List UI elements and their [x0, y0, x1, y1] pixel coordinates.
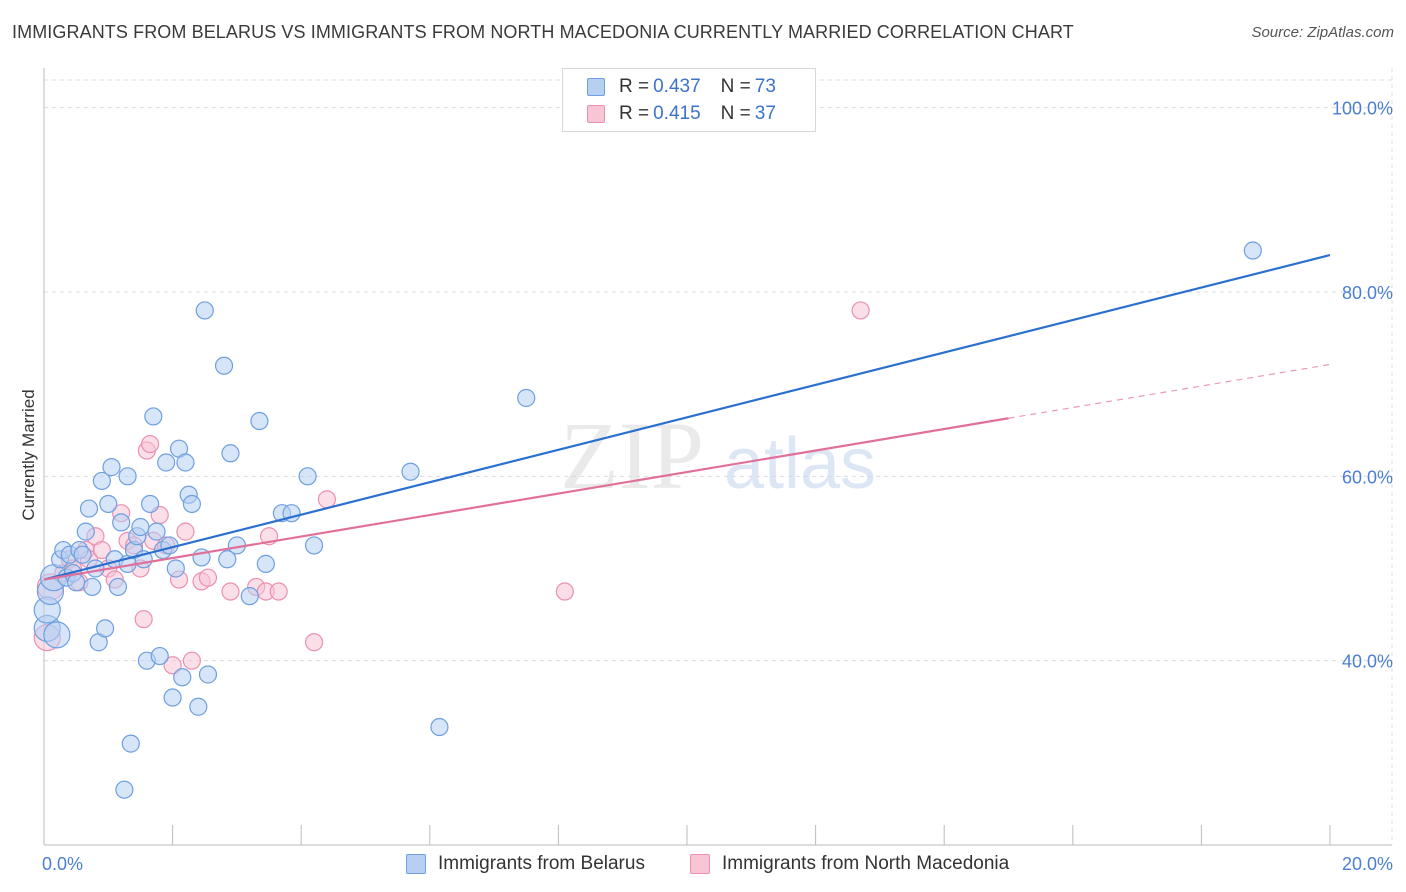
chart-title: IMMIGRANTS FROM BELARUS VS IMMIGRANTS FR… — [12, 22, 1074, 42]
belarus-point — [214, 356, 234, 375]
belarus-point — [298, 467, 317, 486]
legend-swatch-belarus — [587, 78, 605, 96]
legend-n-value: 73 — [754, 76, 776, 97]
watermark-atlas: atlas — [724, 424, 876, 504]
source-label: Source: ZipAtlas.com — [1251, 24, 1394, 41]
belarus-point — [256, 554, 275, 573]
belarus-point — [95, 619, 115, 638]
macedonia-trend-line — [43, 417, 1009, 581]
belarus-point — [157, 453, 176, 472]
belarus-point — [83, 577, 102, 597]
belarus-point — [166, 559, 185, 578]
belarus-point — [221, 444, 240, 463]
belarus-point — [517, 388, 536, 408]
y-tick-label: 80.0% — [1342, 283, 1393, 303]
legend-row-belarus: R = 0.437 N = 73 — [587, 74, 796, 100]
legend: R = 0.437 N = 73 R = 0.415 N = 37 — [562, 68, 816, 132]
macedonia-point — [555, 582, 574, 601]
y-tick-label: 100.0% — [1332, 99, 1393, 119]
belarus-point — [92, 471, 111, 491]
trend-lines — [43, 254, 1331, 581]
belarus-point — [102, 458, 121, 477]
belarus-point — [76, 522, 95, 541]
legend-r-value: 0.437 — [653, 76, 701, 97]
legend-n-value: 37 — [754, 103, 776, 124]
belarus-point — [176, 453, 195, 472]
belarus-point — [79, 499, 99, 518]
belarus-point — [108, 577, 128, 597]
macedonia-point — [198, 568, 218, 587]
belarus-point — [401, 462, 420, 481]
belarus-point — [73, 545, 92, 564]
belarus-point — [150, 646, 169, 666]
legend-swatch-macedonia — [587, 105, 605, 123]
belarus-point — [140, 494, 160, 514]
macedonia-point — [269, 582, 288, 601]
macedonia-point — [851, 301, 870, 320]
y-tick-label: 40.0% — [1342, 652, 1393, 672]
belarus-point — [147, 522, 166, 541]
belarus-point — [195, 301, 214, 320]
belarus-point — [240, 587, 259, 606]
belarus-point — [67, 573, 86, 592]
belarus-point — [131, 517, 150, 537]
belarus-point — [43, 621, 71, 649]
grid-lines — [44, 68, 1393, 845]
belarus-point — [99, 494, 118, 514]
y-axis-label: Currently Married — [19, 389, 38, 520]
belarus-point — [173, 668, 192, 687]
bottom-legend-swatch-macedonia — [690, 854, 710, 874]
macedonia-point — [140, 434, 160, 454]
macedonia-point — [176, 522, 195, 541]
macedonia-point — [182, 651, 201, 670]
data-points — [33, 241, 1262, 799]
belarus-point — [115, 780, 134, 799]
belarus-point — [163, 688, 182, 707]
legend-row-macedonia: R = 0.415 N = 37 — [587, 101, 796, 127]
macedonia-point — [221, 582, 240, 601]
legend-n-label: N = — [720, 76, 751, 97]
belarus-point — [198, 665, 218, 684]
x-tick-label: 0.0% — [42, 854, 83, 874]
macedonia-point — [163, 656, 182, 675]
bottom-legend-belarus: Immigrants from Belarus — [406, 850, 645, 878]
bottom-legend-label-belarus: Immigrants from Belarus — [438, 853, 645, 874]
y-tick-label: 60.0% — [1342, 467, 1393, 487]
watermark: ZIP atlas — [560, 402, 876, 509]
belarus-point — [1243, 241, 1262, 260]
belarus-point — [430, 717, 449, 737]
belarus-point — [218, 550, 237, 569]
belarus-trend-line — [43, 254, 1331, 581]
belarus-point — [250, 411, 269, 431]
bottom-legend-swatch-belarus — [406, 854, 426, 874]
axes — [43, 68, 1392, 846]
belarus-point — [182, 494, 201, 514]
macedonia-point — [134, 610, 153, 629]
belarus-point — [144, 407, 163, 426]
bottom-legend-label-macedonia: Immigrants from North Macedonia — [722, 853, 1010, 874]
macedonia-trend-extension — [1008, 363, 1331, 419]
legend-r-label: R = — [619, 103, 650, 124]
belarus-point — [121, 734, 140, 753]
tick-labels: 40.0% 60.0% 80.0% 100.0% 0.0% 20.0% — [42, 99, 1393, 874]
macedonia-point — [92, 540, 111, 560]
belarus-point — [189, 697, 208, 716]
macedonia-point — [317, 490, 337, 509]
macedonia-point — [304, 633, 324, 652]
legend-n-label: N = — [720, 103, 751, 124]
x-tick-label: 20.0% — [1342, 854, 1393, 874]
legend-r-value: 0.415 — [653, 103, 701, 124]
belarus-point — [112, 513, 131, 532]
belarus-point — [118, 467, 137, 486]
belarus-point — [304, 536, 324, 555]
bottom-legend-macedonia: Immigrants from North Macedonia — [690, 850, 1009, 878]
legend-r-label: R = — [619, 76, 650, 97]
